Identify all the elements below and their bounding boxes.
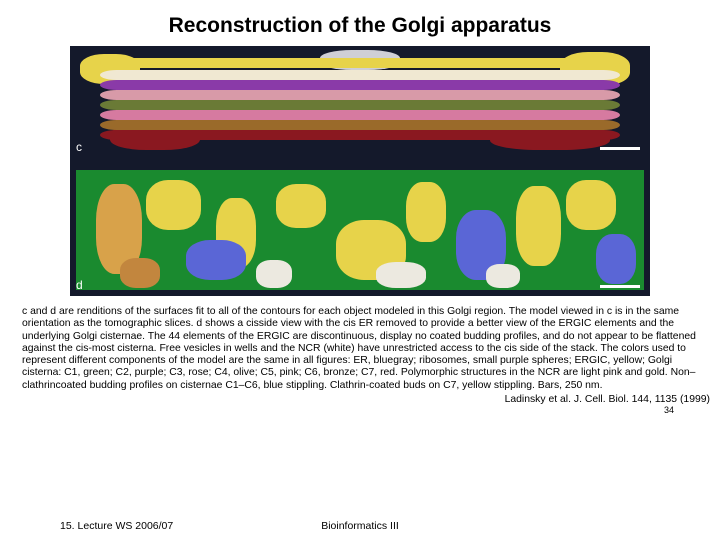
golgi-layer [100,58,620,68]
ergic-blob [596,234,636,284]
golgi-layer [100,130,620,140]
golgi-layer [100,90,620,100]
panel-d: d [70,164,650,296]
golgi-layer [100,120,620,130]
footer-center: Bioinformatics III [0,520,720,532]
ergic-blob [486,264,520,288]
ergic-blob [516,186,561,266]
panel-d-label: d [76,278,83,292]
panel-c-label: c [76,140,82,154]
ergic-blob [256,260,292,288]
golgi-layer [100,100,620,110]
ergic-blob [146,180,201,230]
scalebar-c [600,147,640,150]
scalebar-d [600,285,640,288]
golgi-layer [100,110,620,120]
ergic-blob [566,180,616,230]
panel-c: c [70,46,650,158]
ergic-blob [186,240,246,280]
figure-caption: c and d are renditions of the surfaces f… [0,296,720,392]
panel-d-background [76,170,644,290]
ergic-blob [120,258,160,288]
ergic-blob [406,182,446,242]
footer-bar: 15. Lecture WS 2006/07 Bioinformatics II… [0,520,720,532]
citation-text: Ladinsky et al. J. Cell. Biol. 144, 1135… [0,392,720,405]
ergic-blob [376,262,426,288]
golgi-layer [100,70,620,80]
page-number: 34 [0,405,720,415]
figure-container: c d [70,46,650,296]
ergic-blob [276,184,326,228]
golgi-layer [100,80,620,90]
page-title: Reconstruction of the Golgi apparatus [0,0,720,46]
